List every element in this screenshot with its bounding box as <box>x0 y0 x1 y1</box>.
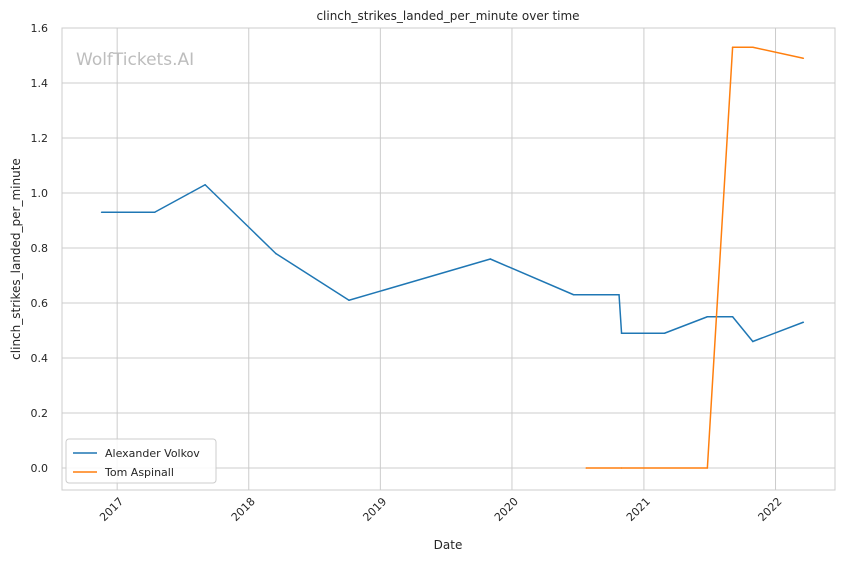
data-point <box>751 46 754 49</box>
data-point <box>572 293 575 296</box>
data-point <box>706 467 709 469</box>
data-point <box>489 258 492 260</box>
data-point <box>585 467 588 469</box>
y-tick-label: 1.2 <box>31 132 49 145</box>
y-tick-label: 0.2 <box>31 407 49 420</box>
data-point <box>275 252 277 255</box>
series-line-tom-aspinall <box>586 46 804 469</box>
plot-area-background <box>62 28 835 490</box>
data-point <box>802 57 805 60</box>
series-layer <box>100 46 805 469</box>
y-tick-label: 1.0 <box>31 187 49 200</box>
data-point <box>620 332 623 335</box>
y-tick-label: 0.4 <box>31 352 49 365</box>
y-tick-label: 0.8 <box>31 242 49 255</box>
data-point <box>620 467 623 469</box>
data-point <box>100 211 103 214</box>
data-point <box>663 332 666 335</box>
data-point <box>731 315 734 318</box>
plot-area-frame <box>61 27 836 491</box>
data-point <box>731 46 734 49</box>
chart-title: clinch_strikes_landed_per_minute over ti… <box>316 9 579 23</box>
y-tick-label: 1.4 <box>31 77 49 90</box>
y-axis-title: clinch_strikes_landed_per_minute <box>9 158 23 360</box>
x-axis-title: Date <box>434 538 463 552</box>
y-tick-label: 0.6 <box>31 297 49 310</box>
y-tick-label: 1.6 <box>31 22 49 35</box>
legend-label-alexander-volkov: Alexander Volkov <box>105 447 200 460</box>
y-axis-tick-labels: 0.0 0.2 0.4 0.6 0.8 1.0 1.2 1.4 1.6 <box>31 22 49 475</box>
data-point <box>204 183 206 186</box>
data-point <box>618 293 620 296</box>
y-tick-label: 0.0 <box>31 462 49 475</box>
data-point <box>706 315 709 318</box>
data-point <box>802 321 805 324</box>
legend-box <box>65 438 217 484</box>
data-point <box>348 299 350 302</box>
data-point <box>751 340 754 343</box>
legend-label-tom-aspinall: Tom Aspinall <box>104 466 174 479</box>
legend: Alexander Volkov Tom Aspinall <box>65 438 217 484</box>
data-point <box>153 211 156 214</box>
watermark: WolfTickets.AI <box>76 50 194 70</box>
series-line-alexander-volkov <box>101 184 804 343</box>
